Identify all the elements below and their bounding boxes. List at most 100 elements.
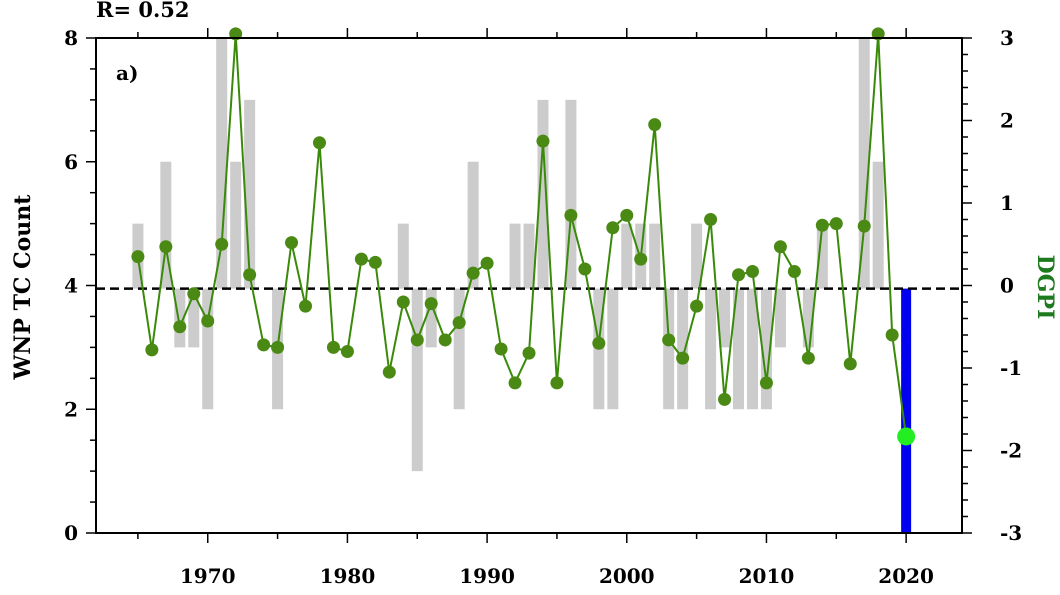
bar-2004 (677, 288, 689, 410)
dgpi-point-1981 (354, 252, 368, 266)
dgpi-point-2004 (676, 351, 690, 365)
bar-2008 (733, 288, 745, 410)
dgpi-point-2000 (620, 208, 634, 222)
dgpi-point-1968 (173, 320, 187, 334)
dgpi-point-2010 (759, 376, 773, 390)
y-right-tick-label-3: 3 (1000, 26, 1014, 50)
y-right-tick-label--2: -2 (1000, 439, 1022, 463)
x-tick-label-1970: 1970 (180, 564, 236, 588)
dgpi-point-2006 (704, 213, 718, 226)
dgpi-point-1971 (215, 237, 229, 251)
bar-2000 (621, 223, 633, 289)
dgpi-point-1976 (285, 236, 299, 250)
dgpi-point-1989 (466, 266, 480, 280)
bar-2003 (663, 288, 675, 410)
y-right-tick-label--1: -1 (1000, 356, 1022, 380)
bar-2018 (872, 161, 884, 289)
dgpi-point-1983 (382, 365, 396, 379)
dgpi-point-1993 (522, 346, 536, 360)
dgpi-point-2008 (732, 268, 746, 282)
bar-1994 (537, 99, 549, 289)
bar-2007 (719, 288, 731, 348)
dgpi-point-1988 (452, 316, 466, 330)
dgpi-point-1998 (592, 336, 606, 350)
y-left-tick-label-4: 4 (64, 274, 78, 298)
dgpi-point-2013 (801, 351, 815, 365)
dgpi-point-2019 (885, 328, 899, 342)
bar-1984 (397, 223, 409, 289)
bar-1989 (467, 161, 479, 289)
y-left-tick-label-2: 2 (64, 397, 78, 421)
dgpi-point-2012 (787, 264, 801, 278)
y-left-tick-label-6: 6 (64, 150, 78, 174)
y-left-tick-label-8: 8 (64, 26, 78, 50)
bar-1996 (565, 99, 577, 289)
dgpi-point-1967 (159, 240, 173, 254)
dgpi-point-1996 (564, 208, 578, 222)
y-right-tick-label--3: -3 (1000, 521, 1022, 545)
dgpi-point-1966 (145, 343, 159, 357)
bar-2011 (774, 288, 786, 348)
dgpi-point-1999 (606, 221, 620, 235)
bar-1972 (230, 161, 242, 289)
dgpi-point-2001 (634, 252, 648, 266)
left-axis-label: WNP TC Count (10, 194, 36, 381)
bar-1971 (216, 38, 228, 289)
dgpi-point-1970 (201, 314, 215, 328)
dgpi-point-1992 (508, 376, 522, 390)
markers-layer (131, 27, 916, 446)
bar-2006 (705, 288, 717, 410)
bar-2013 (802, 288, 814, 348)
bar-2010 (760, 288, 772, 410)
y-right-tick-label-2: 2 (1000, 109, 1014, 133)
bar-1985 (411, 288, 423, 472)
x-tick-label-2000: 2000 (599, 564, 655, 588)
bar-1999 (607, 288, 619, 410)
dgpi-point-2005 (690, 299, 704, 313)
dgpi-point-2020-highlight (897, 427, 916, 446)
bar-1970 (202, 288, 214, 410)
bar-1988 (453, 288, 465, 410)
dgpi-point-1977 (299, 299, 313, 313)
dgpi-point-2003 (662, 333, 676, 347)
bar-1992 (509, 223, 521, 289)
panel-label: a) (116, 61, 138, 85)
dgpi-point-2017 (857, 219, 871, 233)
dgpi-point-2009 (745, 264, 759, 278)
dgpi-point-1997 (578, 262, 592, 276)
dgpi-point-2011 (773, 240, 787, 254)
dgpi-point-1979 (326, 340, 340, 354)
bar-1986 (425, 288, 437, 348)
bar-2002 (649, 223, 661, 289)
correlation-header: R= 0.52 (96, 0, 190, 22)
bar-2017 (858, 38, 870, 289)
dgpi-point-1973 (243, 268, 257, 282)
x-tick-label-1980: 1980 (320, 564, 376, 588)
dgpi-point-2015 (829, 217, 843, 231)
dgpi-point-1987 (438, 333, 452, 347)
x-tick-label-2020: 2020 (878, 564, 934, 588)
dgpi-point-2014 (815, 218, 829, 232)
dgpi-point-1974 (257, 338, 271, 352)
y-left-tick-label-0: 0 (64, 521, 78, 545)
bars-layer (132, 38, 912, 533)
bar-2005 (691, 223, 703, 289)
dgpi-point-2002 (648, 118, 662, 132)
y-right-tick-label-1: 1 (1000, 191, 1014, 215)
x-tick-label-1990: 1990 (459, 564, 515, 588)
dgpi-point-1990 (480, 256, 494, 270)
dgpi-point-1975 (271, 340, 285, 354)
bar-2009 (746, 288, 758, 410)
dgpi-point-2007 (718, 392, 732, 406)
dgpi-point-1986 (424, 297, 438, 311)
bar-1973 (244, 99, 256, 289)
bar-2020-highlight (901, 288, 912, 533)
axis-ticks: 1970 1980 1990 2000 2010 2020 0 2 4 6 8 -3 -2 -1 0 1 2 3 (64, 26, 1022, 588)
bar-1967 (160, 161, 172, 289)
dgpi-point-1991 (494, 342, 508, 356)
dgpi-point-1965 (131, 250, 145, 264)
right-axis-label: DGPI (1032, 255, 1058, 320)
y-right-tick-label-0: 0 (1000, 274, 1014, 298)
dgpi-point-1995 (550, 376, 564, 390)
